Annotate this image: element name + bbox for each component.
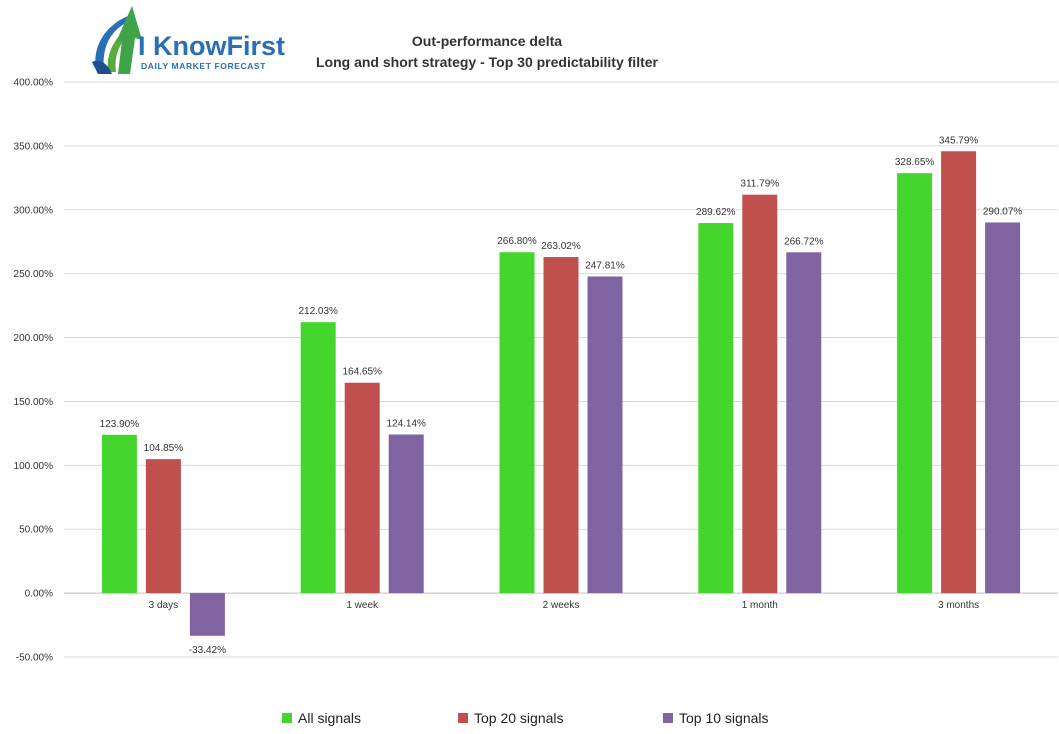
data-labels: 123.90% 104.85% -33.42% 212.03% 164.65% 124.1… <box>100 135 1023 656</box>
y-tick-label: 350.00% <box>14 141 54 152</box>
data-label: 164.65% <box>342 367 382 378</box>
legend-swatch <box>458 713 468 723</box>
data-label: 124.14% <box>386 418 426 429</box>
data-label: 263.02% <box>541 241 581 252</box>
legend-label: All signals <box>298 710 361 726</box>
bar <box>941 151 977 594</box>
logo-swoosh-icon <box>92 6 142 74</box>
x-tick-label: 2 weeks <box>543 600 580 611</box>
logo-tagline: DAILY MARKET FORECAST <box>141 61 266 71</box>
bar <box>985 222 1021 594</box>
y-tick-label: 50.00% <box>19 525 53 536</box>
data-label: 266.80% <box>497 236 537 247</box>
data-label: 289.62% <box>696 207 736 218</box>
bar <box>145 459 181 594</box>
y-tick-label: -50.00% <box>16 653 53 664</box>
data-label: 212.03% <box>298 306 338 317</box>
bar <box>101 434 137 594</box>
legend-label: Top 20 signals <box>474 710 564 726</box>
data-label: 345.79% <box>939 135 979 146</box>
bar <box>897 173 933 594</box>
chart-subtitle: Long and short strategy - Top 30 predict… <box>316 54 659 70</box>
x-tick-label: 1 month <box>742 600 778 611</box>
y-tick-label: 0.00% <box>25 589 53 600</box>
data-label: 247.81% <box>585 260 625 271</box>
x-tick-label: 3 months <box>938 600 979 611</box>
y-axis: -50.00% 0.00% 50.00% 100.00% 150.00% 200.00% 2… <box>14 78 54 664</box>
data-label: 290.07% <box>983 206 1023 217</box>
legend: All signals Top 20 signals Top 10 signals <box>282 710 769 726</box>
bar <box>587 276 623 594</box>
logo-brand: I KnowFirst <box>138 31 285 61</box>
data-label: 104.85% <box>144 443 184 454</box>
y-tick-label: 400.00% <box>14 78 54 89</box>
bars <box>101 151 1021 636</box>
bar <box>786 252 822 594</box>
bar <box>300 322 336 594</box>
x-axis: 3 days 1 week 2 weeks 1 month 3 months <box>149 600 980 611</box>
y-tick-label: 200.00% <box>14 333 54 344</box>
bar <box>499 252 535 594</box>
bar <box>388 434 424 594</box>
chart-title: Out-performance delta <box>412 33 562 49</box>
y-tick-label: 150.00% <box>14 397 54 408</box>
data-label: 328.65% <box>895 157 935 168</box>
bar <box>698 223 734 594</box>
logo: I KnowFirst DAILY MARKET FORECAST <box>92 6 285 74</box>
data-label: 266.72% <box>784 236 824 247</box>
bar <box>543 257 579 594</box>
data-label: 123.90% <box>100 419 140 430</box>
x-tick-label: 3 days <box>149 600 178 611</box>
y-tick-label: 250.00% <box>14 269 54 280</box>
x-tick-label: 1 week <box>346 600 379 611</box>
legend-label: Top 10 signals <box>679 710 769 726</box>
bar <box>189 593 225 636</box>
data-label: 311.79% <box>740 179 779 190</box>
legend-swatch <box>282 713 292 723</box>
bar <box>344 382 380 594</box>
y-tick-label: 300.00% <box>14 205 54 216</box>
data-label: -33.42% <box>189 645 226 656</box>
y-tick-label: 100.00% <box>14 461 54 472</box>
legend-swatch <box>663 713 673 723</box>
bar <box>742 194 778 594</box>
